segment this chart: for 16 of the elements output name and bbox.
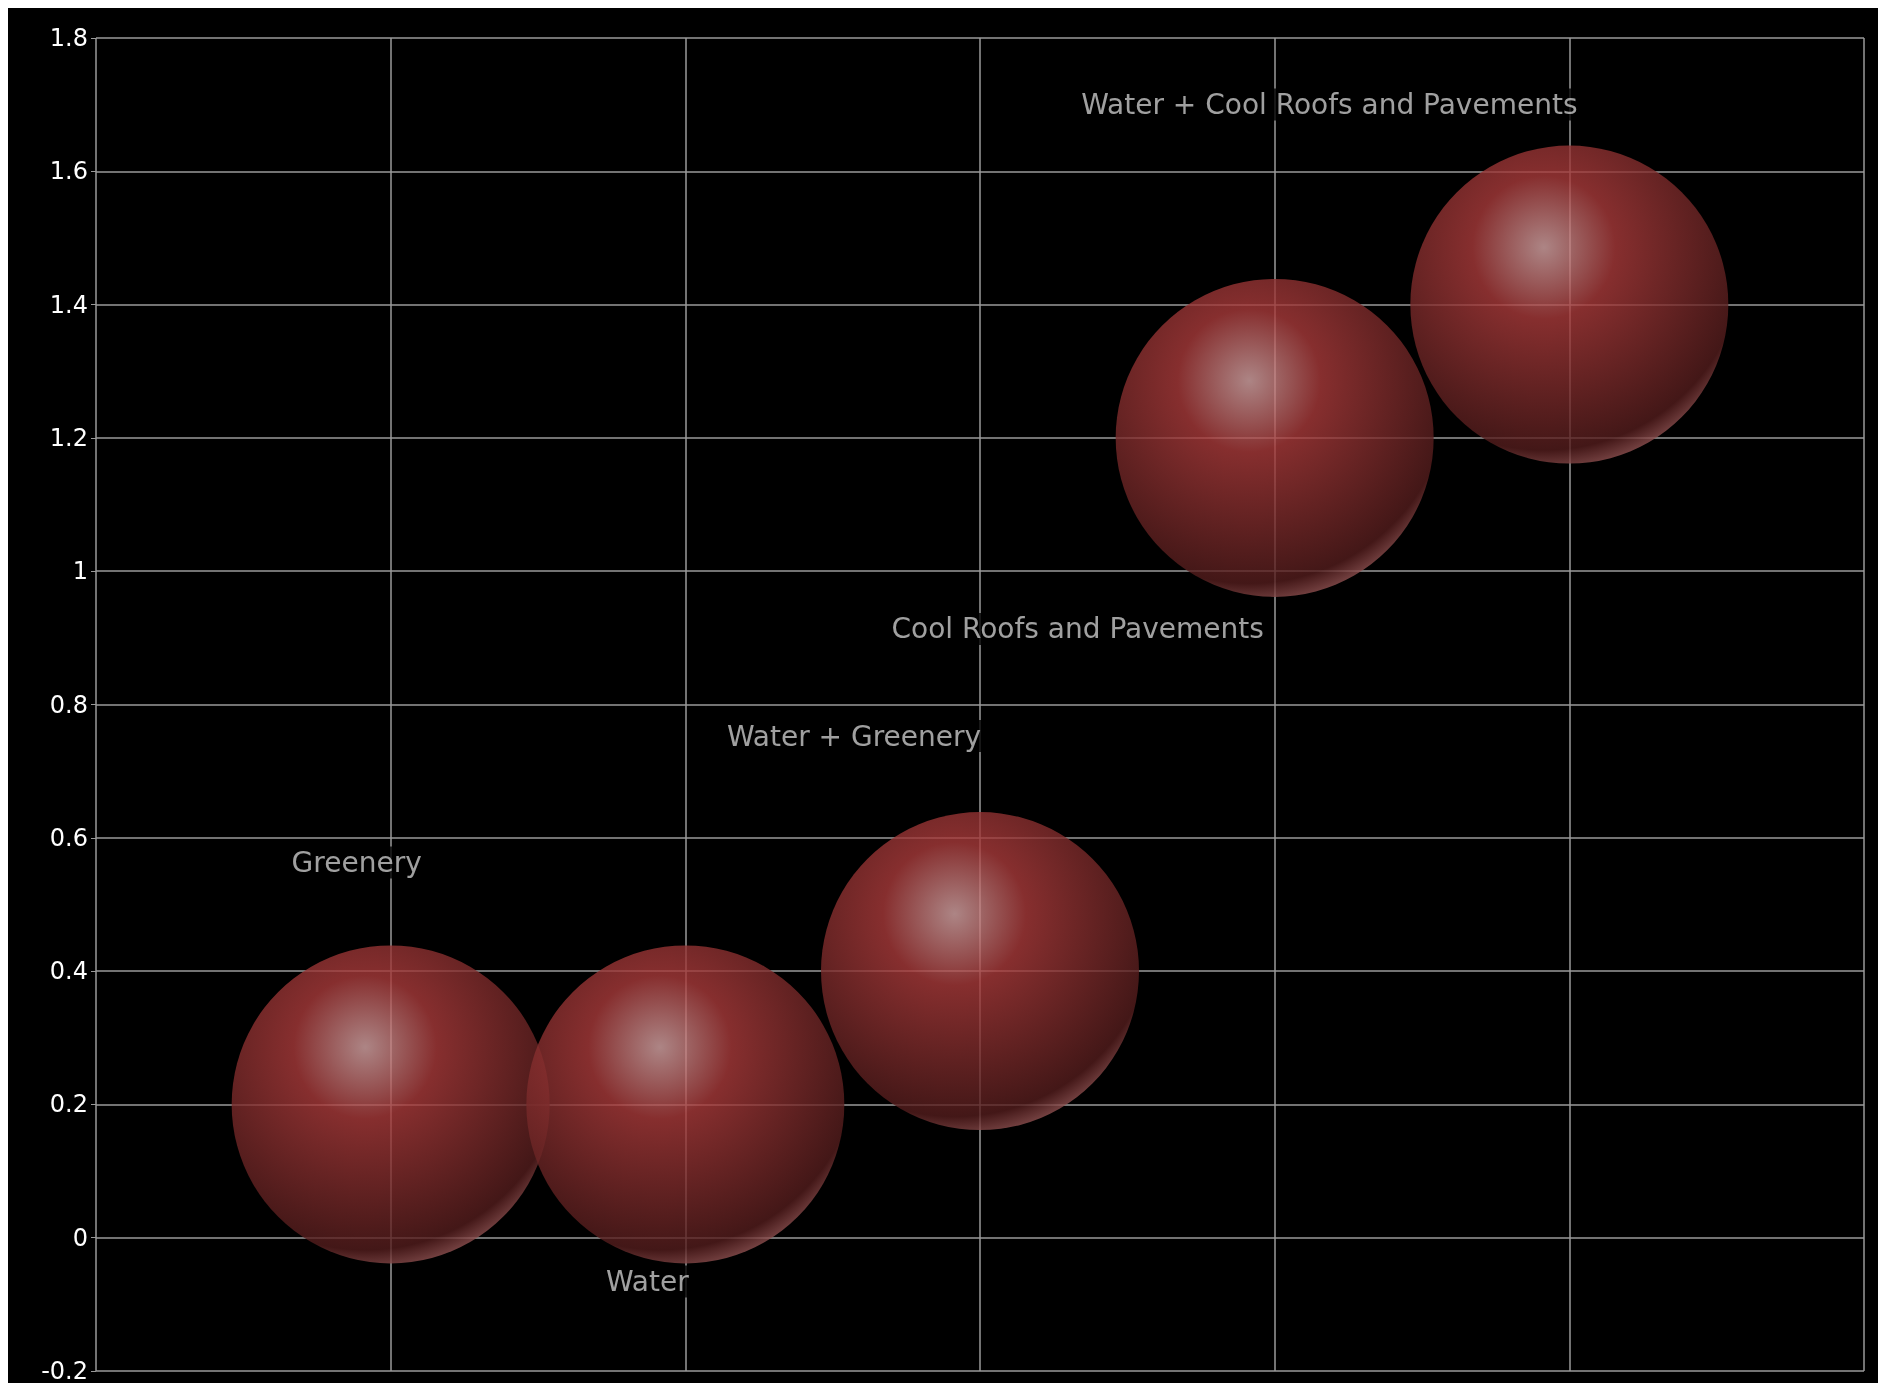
series-label: Cool Roofs and Pavements: [891, 612, 1264, 646]
series-label: Water: [605, 1264, 690, 1298]
y-tick-label: 1.8: [49, 24, 88, 52]
y-tick-label: 0.2: [49, 1090, 88, 1119]
y-tick-label: -0.2: [41, 1357, 88, 1385]
y-tick-label: 0.4: [49, 957, 88, 986]
y-tick-label: 0.8: [49, 690, 88, 719]
y-tick-label: 0.6: [49, 823, 88, 852]
y-tick-label: 1.6: [49, 157, 88, 186]
y-tick-label: 1: [72, 557, 88, 586]
y-tick-label: 1.4: [49, 290, 88, 319]
text: Water + Greenery: [726, 719, 982, 753]
y-tick-label: 0: [72, 1223, 88, 1252]
y-tick-label: 1.2: [49, 423, 88, 452]
series-label: Water + Cool Roofs and Pavements: [1081, 88, 1578, 122]
text: Greenery: [291, 845, 422, 879]
